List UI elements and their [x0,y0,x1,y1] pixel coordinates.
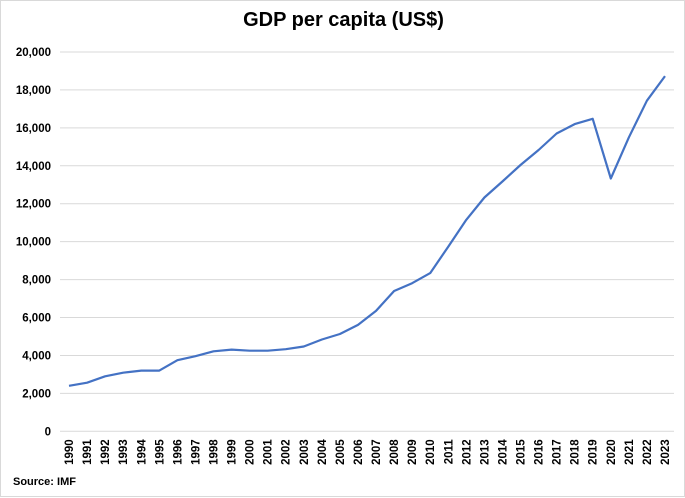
y-tick-label: 2,000 [22,388,51,400]
x-tick-label: 2012 [461,439,473,465]
x-tick-label: 2022 [642,439,654,465]
y-tick-label: 18,000 [16,85,51,97]
x-tick-label: 1990 [64,439,76,465]
x-tick-label: 1993 [118,439,130,465]
x-tick-label: 2021 [624,439,636,465]
x-tick-label: 2000 [245,439,257,465]
x-tick-label: 2016 [534,439,546,465]
x-tick-label: 2001 [263,439,275,465]
y-tick-label: 16,000 [16,123,51,135]
x-tick-label: 2017 [552,439,564,465]
x-tick-label: 2007 [371,439,383,465]
x-tick-label: 2008 [389,439,401,465]
x-tick-label: 2009 [407,439,419,465]
y-tick-label: 20,000 [16,47,51,59]
x-tick-label: 2020 [606,439,618,465]
y-tick-label: 0 [45,426,51,438]
x-tick-label: 1998 [209,439,221,465]
x-tick-label: 2011 [443,439,455,465]
y-tick-label: 14,000 [16,161,51,173]
x-tick-label: 2023 [660,439,672,465]
x-tick-label: 2002 [281,439,293,465]
x-tick-label: 1994 [136,439,148,465]
x-tick-label: 1991 [82,439,94,465]
x-tick-label: 2004 [317,439,329,465]
x-tick-label: 1996 [172,439,184,465]
x-tick-label: 2003 [299,439,311,465]
x-tick-label: 2018 [570,439,582,465]
x-tick-label: 1992 [100,439,112,465]
x-tick-label: 1995 [154,439,166,465]
y-tick-label: 8,000 [22,275,51,287]
series-line [69,76,665,386]
y-tick-label: 12,000 [16,199,51,211]
x-tick-label: 1997 [190,439,202,465]
y-tick-label: 10,000 [16,237,51,249]
x-tick-label: 2013 [479,439,491,465]
source-note: Source: IMF [13,476,76,488]
y-tick-label: 4,000 [22,350,51,362]
x-tick-label: 2015 [516,439,528,465]
x-tick-label: 2014 [497,439,509,465]
x-tick-label: 2005 [335,439,347,465]
y-tick-label: 6,000 [22,313,51,325]
x-tick-label: 1999 [227,439,239,465]
x-tick-label: 2019 [588,439,600,465]
x-tick-label: 2010 [425,439,437,465]
x-tick-label: 2006 [353,439,365,465]
